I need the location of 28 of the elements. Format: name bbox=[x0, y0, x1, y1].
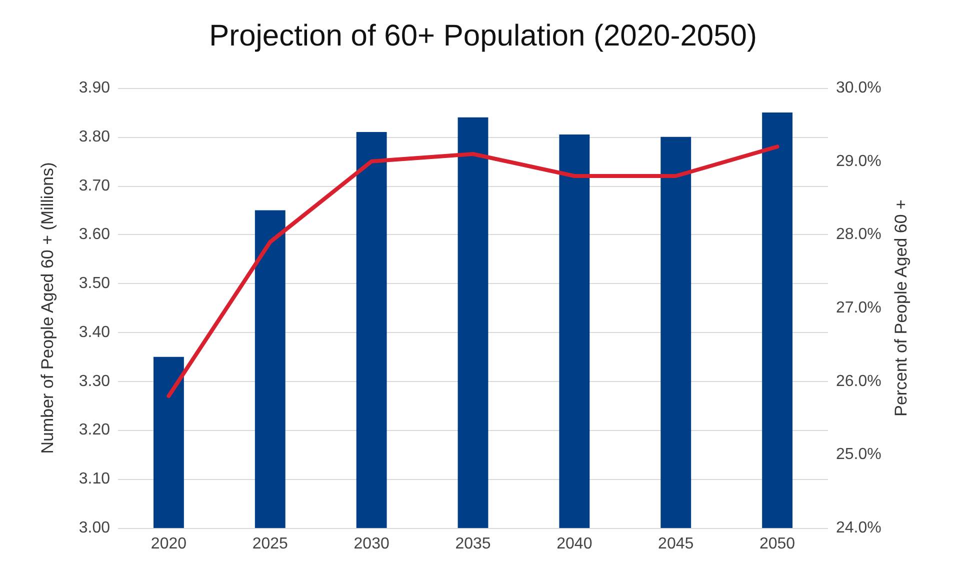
y2-tick-label: 24.0% bbox=[836, 520, 882, 536]
y-tick-label: 3.60 bbox=[78, 226, 110, 244]
y-axis-title: Number of People Aged 60 + (Millions) bbox=[38, 162, 57, 454]
y-tick-label: 3.10 bbox=[78, 470, 110, 488]
y2-axis-title: Percent of People Aged 60 + bbox=[891, 199, 910, 416]
y-tick-label: 3.00 bbox=[78, 520, 110, 536]
y-tick-label: 3.30 bbox=[78, 372, 110, 390]
y2-tick-label: 30.0% bbox=[836, 80, 882, 96]
x-tick-label: 2035 bbox=[455, 536, 491, 552]
x-tick-label: 2025 bbox=[252, 536, 288, 552]
x-tick-label: 2040 bbox=[556, 536, 592, 552]
y2-tick-label: 29.0% bbox=[836, 152, 882, 170]
y-tick-label: 3.70 bbox=[78, 177, 110, 194]
x-tick-label: 2020 bbox=[150, 536, 187, 552]
y2-tick-label: 27.0% bbox=[836, 300, 882, 316]
y-tick-label: 3.50 bbox=[78, 275, 110, 292]
y2-tick-label: 28.0% bbox=[836, 226, 882, 244]
y2-tick-label: 25.0% bbox=[836, 446, 882, 464]
chart-title: Projection of 60+ Population (2020-2050) bbox=[209, 20, 757, 52]
line-series bbox=[166, 144, 780, 398]
y2-tick-label: 26.0% bbox=[836, 372, 882, 390]
y-tick-label: 3.20 bbox=[78, 422, 110, 439]
x-tick-label: 2050 bbox=[759, 536, 796, 552]
x-tick-label: 2045 bbox=[658, 536, 694, 552]
x-tick-label: 2030 bbox=[354, 536, 390, 552]
y-tick-label: 3.40 bbox=[78, 324, 110, 341]
y-tick-label: 3.90 bbox=[78, 80, 110, 96]
y-tick-label: 3.80 bbox=[78, 128, 110, 146]
